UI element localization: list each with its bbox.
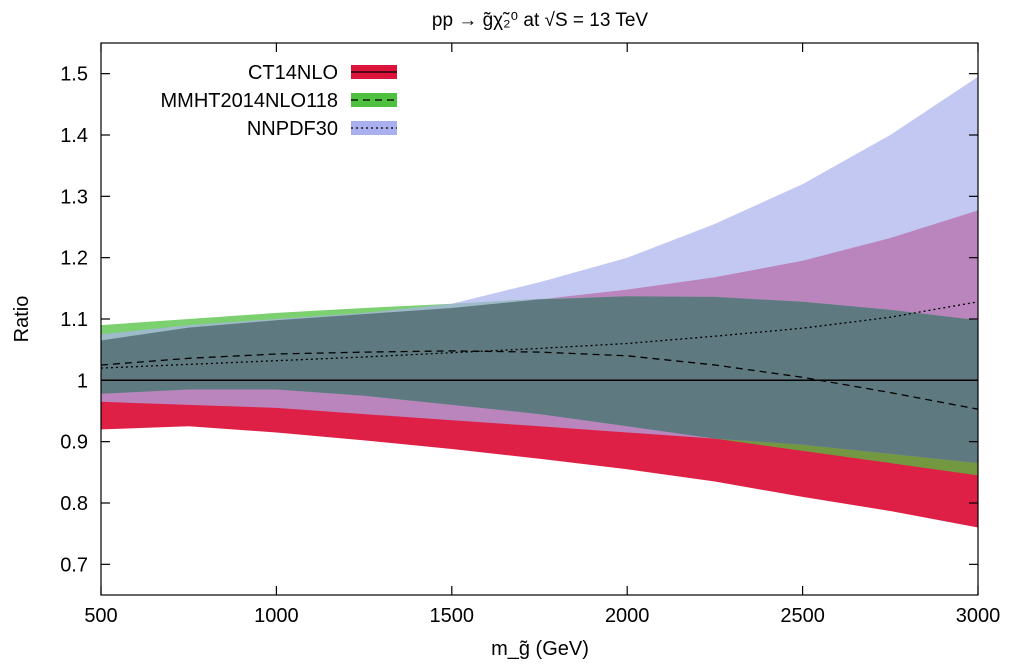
y-tick-label: 0.9 xyxy=(60,432,88,454)
x-tick-label: 2500 xyxy=(780,605,825,627)
x-tick-label: 1500 xyxy=(430,605,475,627)
legend-swatch xyxy=(351,93,397,107)
y-tick-label: 1 xyxy=(77,370,88,392)
y-tick-label: 0.7 xyxy=(60,554,88,576)
central-lines xyxy=(101,301,978,410)
legend: CT14NLO MMHT2014NLO118 NNPDF30 xyxy=(161,62,397,140)
legend-label: MMHT2014NLO118 xyxy=(161,90,338,112)
x-tick-label: 500 xyxy=(84,605,117,627)
x-tick-label: 1000 xyxy=(254,605,299,627)
x-tick-label: 2000 xyxy=(605,605,650,627)
y-tick-label: 1.5 xyxy=(60,64,88,86)
legend-swatch xyxy=(351,121,397,135)
x-axis: 500 1000 1500 2000 2500 3000 xyxy=(84,43,1000,627)
y-tick-label: 1.3 xyxy=(60,186,88,208)
nnpdf30-line xyxy=(101,301,978,369)
y-axis-title: Ratio xyxy=(11,296,33,343)
y-tick-label: 0.8 xyxy=(60,493,88,515)
y-tick-label: 1.4 xyxy=(60,125,88,147)
y-axis: 0.7 0.8 0.9 1 1.1 1.2 1.3 1.4 1.5 xyxy=(60,64,978,576)
legend-label: CT14NLO xyxy=(248,62,338,84)
uncertainty-bands xyxy=(101,76,978,528)
legend-label: NNPDF30 xyxy=(247,118,338,140)
mmht2014nlo118-line xyxy=(101,350,978,410)
chart-title: pp → g̃χ̃₂⁰ at √S = 13 TeV xyxy=(432,10,649,31)
y-tick-label: 1.2 xyxy=(60,248,88,270)
y-tick-label: 1.1 xyxy=(60,309,88,331)
x-tick-label: 3000 xyxy=(956,605,1001,627)
x-axis-title: m_g̃ (GeV) xyxy=(491,638,589,660)
